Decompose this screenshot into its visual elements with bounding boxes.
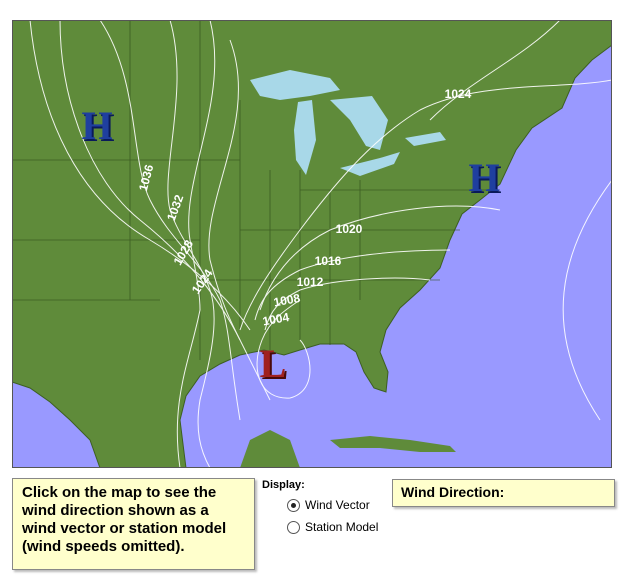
cuba [330, 436, 456, 452]
isobar-label: 1004 [261, 310, 290, 328]
isobars [29, 20, 612, 468]
option-label: Wind Vector [305, 498, 370, 512]
weather-map[interactable]: 1036 1032 1028 1024 1024 1020 1016 1012 … [12, 20, 612, 468]
isobar-label: 1024 [445, 87, 472, 101]
high-shadow: H [470, 157, 501, 202]
radio-wind-vector[interactable]: Wind Vector [287, 498, 370, 512]
high-pressure: H [468, 155, 499, 200]
instructions: Click on the map to see the wind directi… [12, 478, 255, 570]
state-borders [12, 20, 500, 360]
low-pressure: L [260, 341, 287, 386]
wind-direction-label: Wind Direction: [401, 484, 505, 500]
high-shadow: H [83, 105, 114, 150]
high-pressure: H [81, 103, 112, 148]
wind-direction-box: Wind Direction: [392, 479, 615, 507]
yucatan [240, 430, 300, 468]
radio-button[interactable] [287, 498, 300, 512]
low-shadow: L [262, 343, 289, 388]
land [12, 20, 612, 468]
isobar-label: 1020 [336, 222, 363, 236]
radio-station-model[interactable]: Station Model [287, 520, 378, 534]
great-lakes [250, 70, 446, 176]
isobar-label: 1036 [136, 163, 157, 193]
display-label: Display: [262, 479, 305, 491]
isobar-label: 1012 [297, 275, 324, 289]
map-frame [12, 20, 612, 468]
isobar-label: 1008 [272, 291, 301, 309]
option-label: Station Model [305, 520, 379, 534]
radio-button[interactable] [287, 520, 300, 534]
isobar-label: 1016 [315, 254, 342, 268]
